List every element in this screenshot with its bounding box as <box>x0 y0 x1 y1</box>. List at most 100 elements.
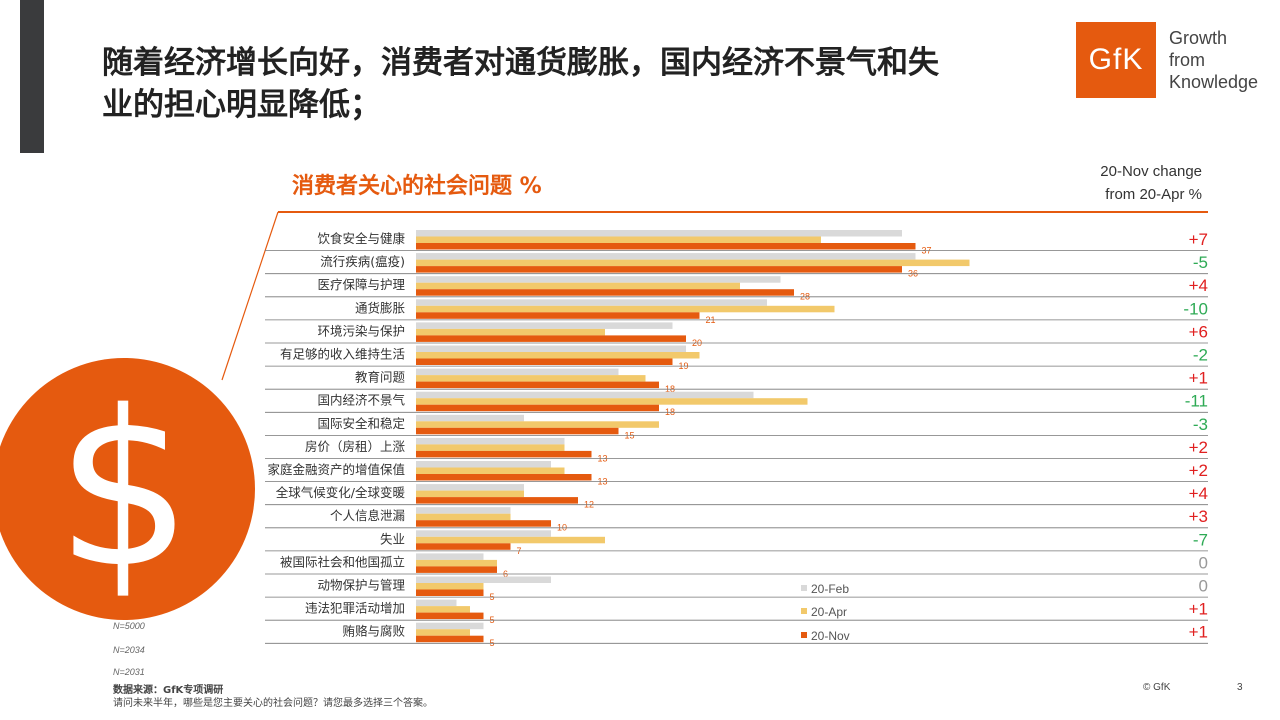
bar-20-Feb <box>416 484 524 491</box>
category-label: 失业 <box>380 531 405 546</box>
chart-row: 流行疾病(瘟疫)36-5 <box>265 253 1208 279</box>
category-label: 环境污染与保护 <box>317 323 405 338</box>
bar-20-Apr <box>416 305 835 313</box>
change-value: +4 <box>1189 276 1208 295</box>
change-value: -3 <box>1193 415 1208 434</box>
chart-row: 失业7-7 <box>265 530 1208 556</box>
tagline-line-1: Growth <box>1169 28 1228 48</box>
bar-20-Nov <box>416 520 551 527</box>
category-label: 通货膨胀 <box>355 300 406 315</box>
legend-swatch <box>801 608 807 614</box>
dollar-icon: $ <box>0 358 255 620</box>
bar-20-Feb <box>416 230 902 237</box>
bar-20-Nov <box>416 427 619 435</box>
bar-20-Apr <box>416 282 740 290</box>
bar-20-Nov <box>416 450 592 458</box>
bar-20-Nov <box>416 497 578 504</box>
bar-20-Feb <box>416 576 551 583</box>
bar-20-Apr <box>416 352 700 359</box>
bar-20-Apr <box>416 536 605 544</box>
connector-line <box>221 211 279 381</box>
bar-20-Nov <box>416 566 497 573</box>
change-value: -5 <box>1193 253 1208 272</box>
bar-20-Feb <box>416 437 565 445</box>
bar-20-Nov <box>416 474 592 481</box>
category-label: 教育问题 <box>355 370 406 385</box>
category-label: 被国际社会和他国孤立 <box>280 554 405 569</box>
change-header: 20-Nov change from 20-Apr % <box>1100 160 1202 206</box>
source-note: 数据来源：GfK专项调研 请问未来半年，哪些是您主要关心的社会问题？请您最多选择… <box>113 684 433 710</box>
change-value: -7 <box>1193 530 1208 549</box>
category-label: 有足够的收入维持生活 <box>280 347 405 362</box>
source-line-2: 请问未来半年，哪些是您主要关心的社会问题？请您最多选择三个答案。 <box>113 698 433 709</box>
bar-20-Apr <box>416 490 524 498</box>
bar-20-Nov <box>416 404 659 412</box>
copyright: © GfK <box>1143 682 1171 693</box>
bar-20-Nov <box>416 543 511 550</box>
category-label: 国内经济不景气 <box>317 393 405 408</box>
change-value: +2 <box>1189 461 1208 480</box>
sample-size-apr: N=2034 <box>113 645 145 655</box>
legend-swatch <box>801 632 807 638</box>
tagline-line-2: from <box>1169 50 1205 70</box>
page-number: 3 <box>1237 682 1243 693</box>
bar-20-Nov <box>416 289 794 296</box>
bar-20-Apr <box>416 236 821 243</box>
bar-20-Nov <box>416 612 484 620</box>
source-line-1: 数据来源：GfK专项调研 <box>113 685 224 696</box>
category-label: 国际安全和稳定 <box>317 416 405 431</box>
bar-20-Apr <box>416 629 470 636</box>
chart-title: 消费者关心的社会问题 % <box>292 174 542 199</box>
gfk-tagline: Growth from Knowledge <box>1169 27 1258 93</box>
gfk-logo: GfK <box>1076 22 1156 98</box>
category-label: 医疗保障与护理 <box>317 277 405 292</box>
chart-rows: 饮食安全与健康37+7流行疾病(瘟疫)36-5医疗保障与护理28+4通货膨胀21… <box>265 230 1208 648</box>
bar-20-Feb <box>416 299 767 306</box>
category-label: 房价（房租）上涨 <box>305 439 406 454</box>
bar-20-Apr <box>416 421 659 428</box>
bar-20-Apr <box>416 513 511 521</box>
bar-20-Apr <box>416 375 646 382</box>
bar-20-Nov <box>416 635 484 643</box>
chart-legend: 20-Feb 20-Apr 20-Nov <box>801 582 850 643</box>
bar-20-Feb <box>416 253 916 260</box>
bar-20-Feb <box>416 368 619 376</box>
category-label: 个人信息泄漏 <box>330 508 405 523</box>
bar-20-Feb <box>416 507 511 514</box>
bar-20-Nov <box>416 266 902 273</box>
bar-20-Apr <box>416 328 605 336</box>
change-value: -2 <box>1193 346 1208 365</box>
bar-20-Apr <box>416 259 970 267</box>
change-value: -10 <box>1183 299 1208 318</box>
bar-20-Feb <box>416 622 484 630</box>
change-value: +1 <box>1189 600 1208 619</box>
bar-20-Feb <box>416 322 673 329</box>
bar-20-Apr <box>416 559 497 567</box>
bar-20-Nov <box>416 335 686 342</box>
bar-20-Feb <box>416 530 551 537</box>
chart-header-rule <box>278 211 1208 213</box>
category-label: 贿赂与腐败 <box>342 624 405 639</box>
change-value: +4 <box>1189 484 1208 503</box>
category-label: 家庭金融资产的增值保值 <box>267 462 405 477</box>
category-label: 饮食安全与健康 <box>317 231 405 246</box>
bar-20-Nov <box>416 243 916 250</box>
change-header-line-1: 20-Nov change <box>1100 163 1202 180</box>
legend-label: 20-Nov <box>811 629 850 643</box>
category-label: 流行疾病(瘟疫) <box>320 254 405 269</box>
change-value: +6 <box>1189 322 1208 341</box>
bar-20-Nov <box>416 312 700 319</box>
bar-20-Feb <box>416 461 551 468</box>
